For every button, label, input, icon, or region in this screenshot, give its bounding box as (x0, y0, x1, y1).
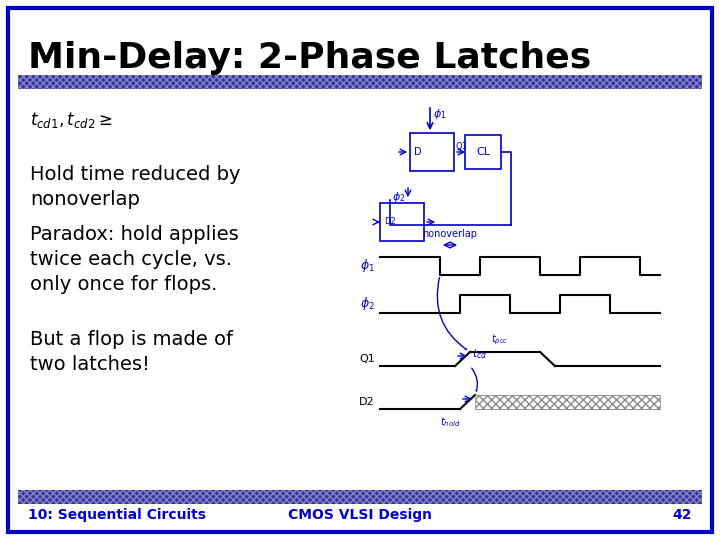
Text: $\phi_1$: $\phi_1$ (360, 258, 375, 274)
Bar (18, 490, 702, 504)
Text: $t_{hold}$: $t_{hold}$ (440, 415, 460, 429)
Text: $t_{pcc}$: $t_{pcc}$ (491, 332, 509, 347)
Bar (465, 135, 501, 169)
Text: $\phi_1$: $\phi_1$ (433, 107, 446, 121)
Text: 10: Sequential Circuits: 10: Sequential Circuits (28, 508, 206, 522)
Text: D2: D2 (359, 397, 375, 407)
Text: $t_{cd}$: $t_{cd}$ (472, 347, 487, 361)
Text: CL: CL (476, 147, 490, 157)
FancyArrowPatch shape (437, 278, 467, 349)
Text: 42: 42 (672, 508, 692, 522)
Text: But a flop is made of
two latches!: But a flop is made of two latches! (30, 330, 233, 374)
Bar (18, 75, 702, 89)
Text: nonoverlap: nonoverlap (423, 229, 477, 239)
Text: Q1: Q1 (455, 142, 467, 151)
Text: Q1: Q1 (359, 354, 375, 364)
Text: $t_{cd1}, t_{cd2} \geq$: $t_{cd1}, t_{cd2} \geq$ (30, 110, 112, 130)
Text: Min-Delay: 2-Phase Latches: Min-Delay: 2-Phase Latches (28, 41, 591, 75)
Text: D: D (414, 147, 422, 157)
Bar (410, 133, 454, 171)
Bar (475, 395, 660, 409)
Text: D2: D2 (384, 218, 396, 226)
Text: Hold time reduced by
nonoverlap: Hold time reduced by nonoverlap (30, 165, 240, 209)
Text: $\phi_2$: $\phi_2$ (392, 190, 405, 204)
FancyArrowPatch shape (472, 368, 477, 391)
Text: Paradox: hold applies
twice each cycle, vs.
only once for flops.: Paradox: hold applies twice each cycle, … (30, 225, 239, 294)
Text: CMOS VLSI Design: CMOS VLSI Design (288, 508, 432, 522)
Text: $\phi_2$: $\phi_2$ (360, 295, 375, 313)
Bar (380, 203, 424, 241)
